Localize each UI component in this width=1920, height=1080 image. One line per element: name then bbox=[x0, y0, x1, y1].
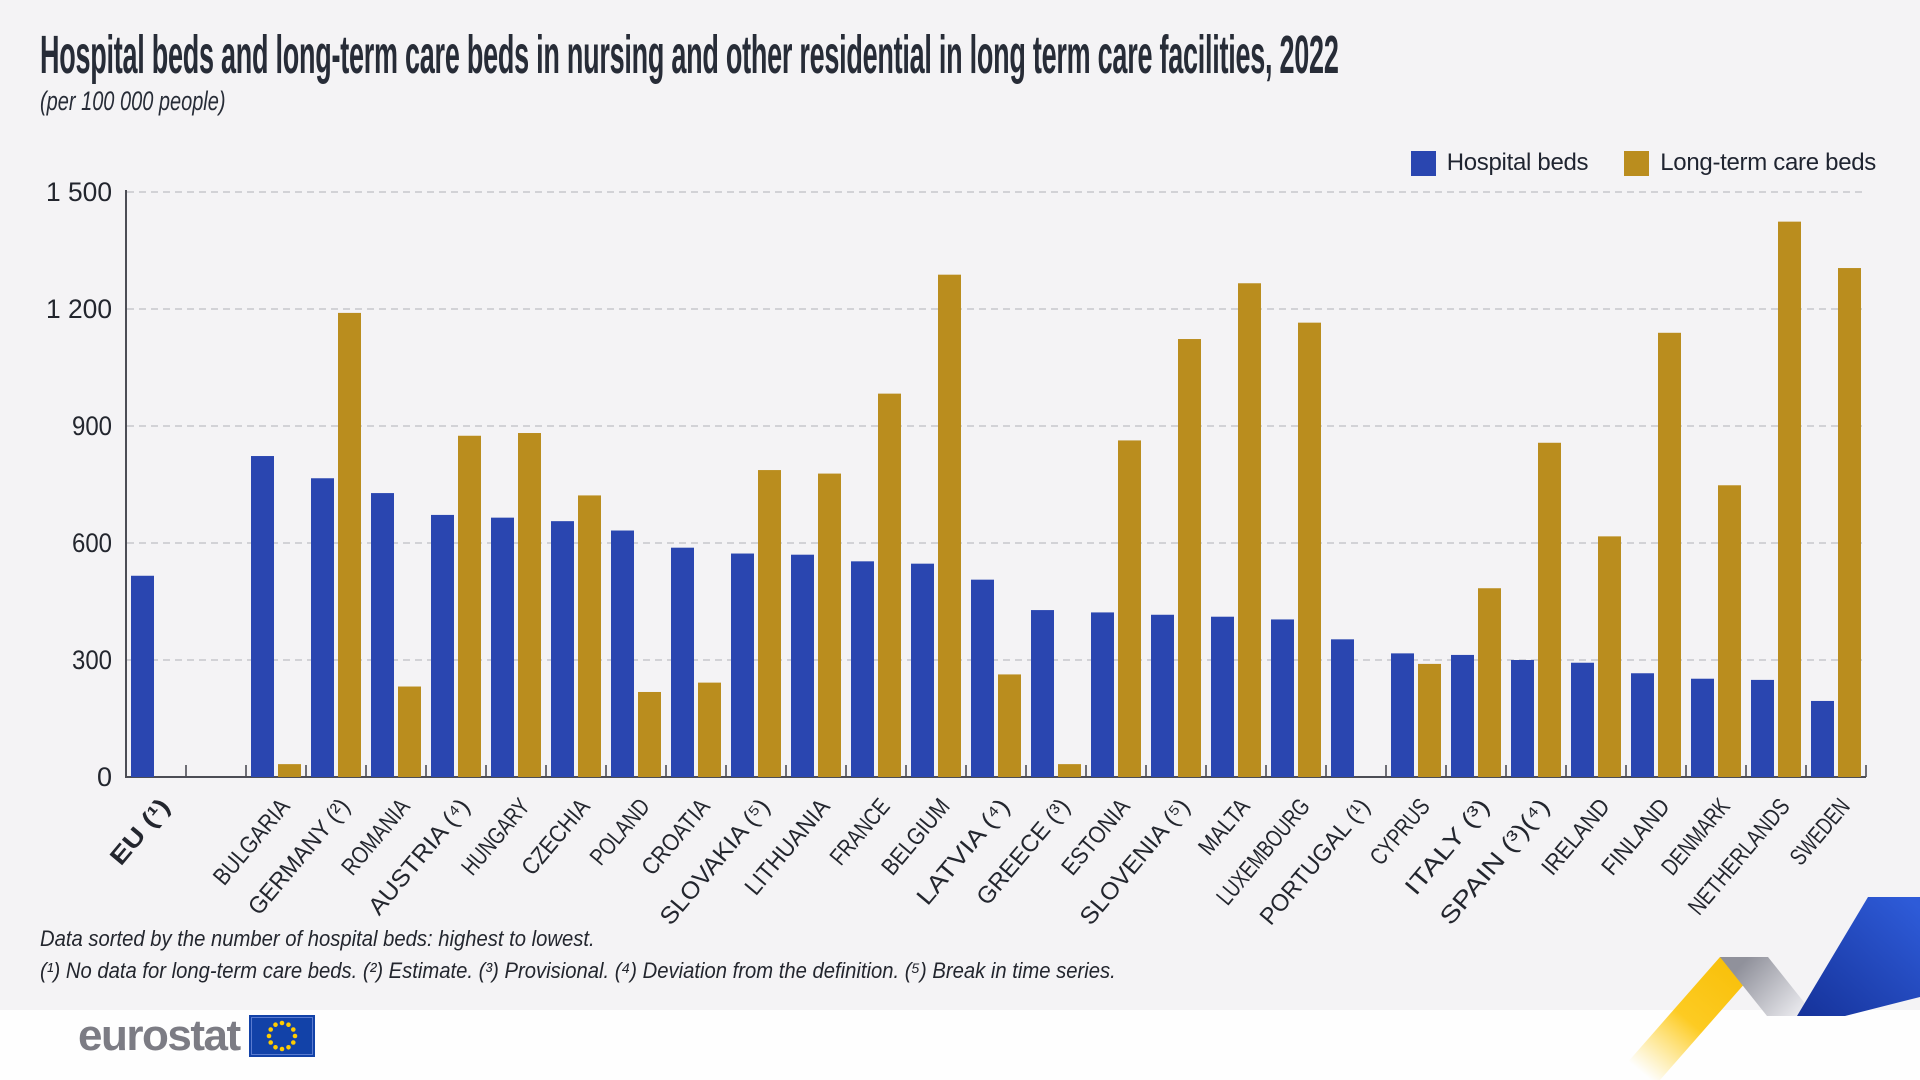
bar-hospital-portugal bbox=[1331, 639, 1354, 777]
eu-star-icon bbox=[272, 1045, 278, 1050]
y-tick-label-600: 600 bbox=[72, 528, 112, 558]
y-tick-label-900: 900 bbox=[72, 411, 112, 441]
y-tick-label-0: 0 bbox=[97, 762, 112, 792]
bar-ltc-luxembourg bbox=[1298, 322, 1321, 777]
eu-star-icon bbox=[285, 1045, 291, 1050]
bar-ltc-spain bbox=[1538, 442, 1561, 777]
x-label-sweden: SWEDEN bbox=[1785, 794, 1856, 871]
bar-hospital-slovenia bbox=[1151, 614, 1174, 777]
y-tick-label-300: 300 bbox=[72, 645, 112, 675]
bar-ltc-hungary bbox=[518, 433, 541, 777]
bar-ltc-italy bbox=[1478, 588, 1501, 777]
bar-hospital-czechia bbox=[551, 521, 574, 777]
bar-hospital-france bbox=[851, 561, 874, 777]
ribbon-gray-fold bbox=[1720, 957, 1815, 1016]
bar-ltc-czechia bbox=[578, 495, 601, 777]
bar-ltc-sweden bbox=[1838, 268, 1861, 777]
bar-hospital-lithuania bbox=[791, 554, 814, 777]
bar-hospital-luxembourg bbox=[1271, 619, 1294, 777]
eu-star-icon bbox=[292, 1033, 297, 1039]
bar-hospital-belgium bbox=[911, 563, 934, 777]
legend-label-long-term-care-beds: Long-term care beds bbox=[1660, 149, 1876, 176]
eu-flag-icon bbox=[248, 1015, 315, 1057]
bar-ltc-latvia bbox=[998, 674, 1021, 777]
long-term-care-beds-swatch-icon bbox=[1624, 150, 1650, 176]
bar-ltc-netherlands bbox=[1778, 221, 1801, 777]
bar-ltc-greece bbox=[1058, 764, 1081, 777]
bar-hospital-greece bbox=[1031, 610, 1054, 777]
bar-hospital-romania bbox=[371, 493, 394, 777]
bar-ltc-bulgaria bbox=[278, 764, 301, 777]
bar-ltc-estonia bbox=[1118, 440, 1141, 777]
bar-ltc-ireland bbox=[1598, 536, 1621, 777]
eurostat-logo-text: eurostat bbox=[78, 1011, 241, 1060]
bar-ltc-france bbox=[878, 393, 901, 777]
x-label-portugal: PORTUGAL (¹) bbox=[1255, 794, 1376, 931]
ribbon-yellow-band bbox=[1612, 957, 1768, 1080]
bar-hospital-sweden bbox=[1811, 700, 1834, 777]
footer-strip bbox=[0, 1010, 1920, 1080]
bar-hospital-netherlands bbox=[1751, 679, 1774, 777]
bar-hospital-finland bbox=[1631, 673, 1654, 777]
y-tick-label-1200: 1 200 bbox=[46, 294, 112, 324]
x-label-eu: EU (¹) bbox=[105, 794, 176, 871]
bar-hospital-croatia bbox=[671, 547, 694, 777]
bar-hospital-ireland bbox=[1571, 662, 1594, 777]
eu-star-icon bbox=[267, 1027, 273, 1032]
bar-ltc-poland bbox=[638, 691, 661, 777]
eu-star-icon bbox=[279, 1046, 284, 1052]
eu-star-icon bbox=[285, 1022, 291, 1027]
bar-hospital-denmark bbox=[1691, 678, 1714, 777]
bar-ltc-belgium bbox=[938, 274, 961, 777]
footnote-symbols: (¹) No data for long-term care beds. (²)… bbox=[40, 958, 1116, 983]
bar-hospital-hungary bbox=[491, 517, 514, 777]
bar-hospital-slovakia bbox=[731, 553, 754, 777]
y-tick-label-1500: 1 500 bbox=[46, 177, 112, 207]
eu-star-icon bbox=[272, 1022, 278, 1027]
eu-star-icon bbox=[279, 1020, 284, 1026]
bar-hospital-estonia bbox=[1091, 612, 1114, 777]
bar-ltc-slovenia bbox=[1178, 339, 1201, 777]
bar-hospital-malta bbox=[1211, 616, 1234, 777]
hospital-beds-swatch-icon bbox=[1410, 150, 1436, 176]
legend: Hospital beds Long-term care beds bbox=[1410, 149, 1876, 177]
bar-hospital-poland bbox=[611, 530, 634, 777]
bar-ltc-denmark bbox=[1718, 485, 1741, 777]
bar-ltc-cyprus bbox=[1418, 663, 1441, 777]
footnote-sort: Data sorted by the number of hospital be… bbox=[40, 926, 595, 951]
page-subtitle: (per 100 000 people) bbox=[40, 86, 226, 116]
eu-star-icon bbox=[290, 1027, 296, 1032]
bar-hospital-latvia bbox=[971, 579, 994, 777]
bar-hospital-germany bbox=[311, 478, 334, 777]
eu-star-icon bbox=[290, 1040, 296, 1045]
eurostat-logo: eurostat bbox=[78, 1014, 315, 1058]
page-title: Hospital beds and long-term care beds in… bbox=[40, 25, 1339, 85]
bar-hospital-italy bbox=[1451, 654, 1474, 777]
eu-star-icon bbox=[267, 1040, 273, 1045]
bar-ltc-finland bbox=[1658, 332, 1681, 777]
legend-label-hospital-beds: Hospital beds bbox=[1446, 149, 1589, 176]
bar-ltc-slovakia bbox=[758, 470, 781, 777]
bar-hospital-spain bbox=[1511, 660, 1534, 777]
bar-hospital-bulgaria bbox=[251, 456, 274, 777]
ribbon-blue-band bbox=[1797, 897, 1920, 1016]
bar-hospital-austria bbox=[431, 514, 454, 777]
legend-item-hospital-beds: Hospital beds bbox=[1410, 149, 1589, 177]
bar-ltc-lithuania bbox=[818, 473, 841, 777]
bar-hospital-eu bbox=[131, 575, 154, 777]
bar-ltc-austria bbox=[458, 435, 481, 777]
bar-ltc-croatia bbox=[698, 682, 721, 777]
bar-hospital-cyprus bbox=[1391, 653, 1414, 777]
bar-ltc-malta bbox=[1238, 283, 1261, 777]
eu-star-icon bbox=[266, 1033, 271, 1039]
bar-ltc-romania bbox=[398, 686, 421, 777]
x-label-slovenia: SLOVENIA (⁵) bbox=[1075, 794, 1196, 931]
legend-item-long-term-care-beds: Long-term care beds bbox=[1624, 149, 1876, 177]
bar-ltc-germany bbox=[338, 312, 361, 777]
